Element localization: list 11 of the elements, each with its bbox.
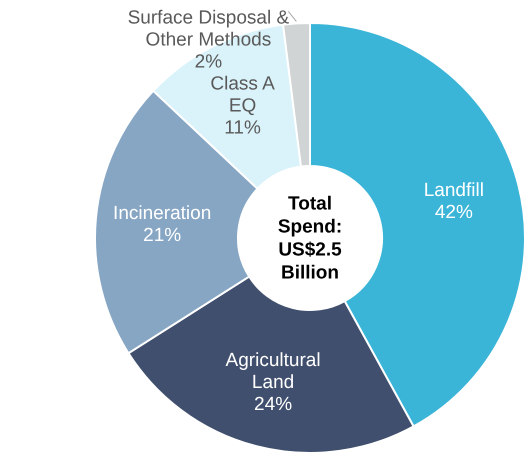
slice-label: Class A EQ (210, 74, 276, 117)
data-label: 11% (224, 118, 261, 139)
data-label: 42% (434, 202, 473, 224)
text: Total Spend: US$2.5 Billion (278, 194, 342, 284)
slice-label: Surface Disposal & Other Methods (128, 7, 290, 50)
data-label: 2% (194, 51, 222, 72)
slice-label: Incineration (113, 203, 212, 224)
data-label: 21% (143, 225, 182, 246)
slice-label: Agricultural Land (226, 350, 321, 393)
slice-label: Landfill (424, 180, 484, 202)
data-label: 24% (254, 394, 292, 415)
